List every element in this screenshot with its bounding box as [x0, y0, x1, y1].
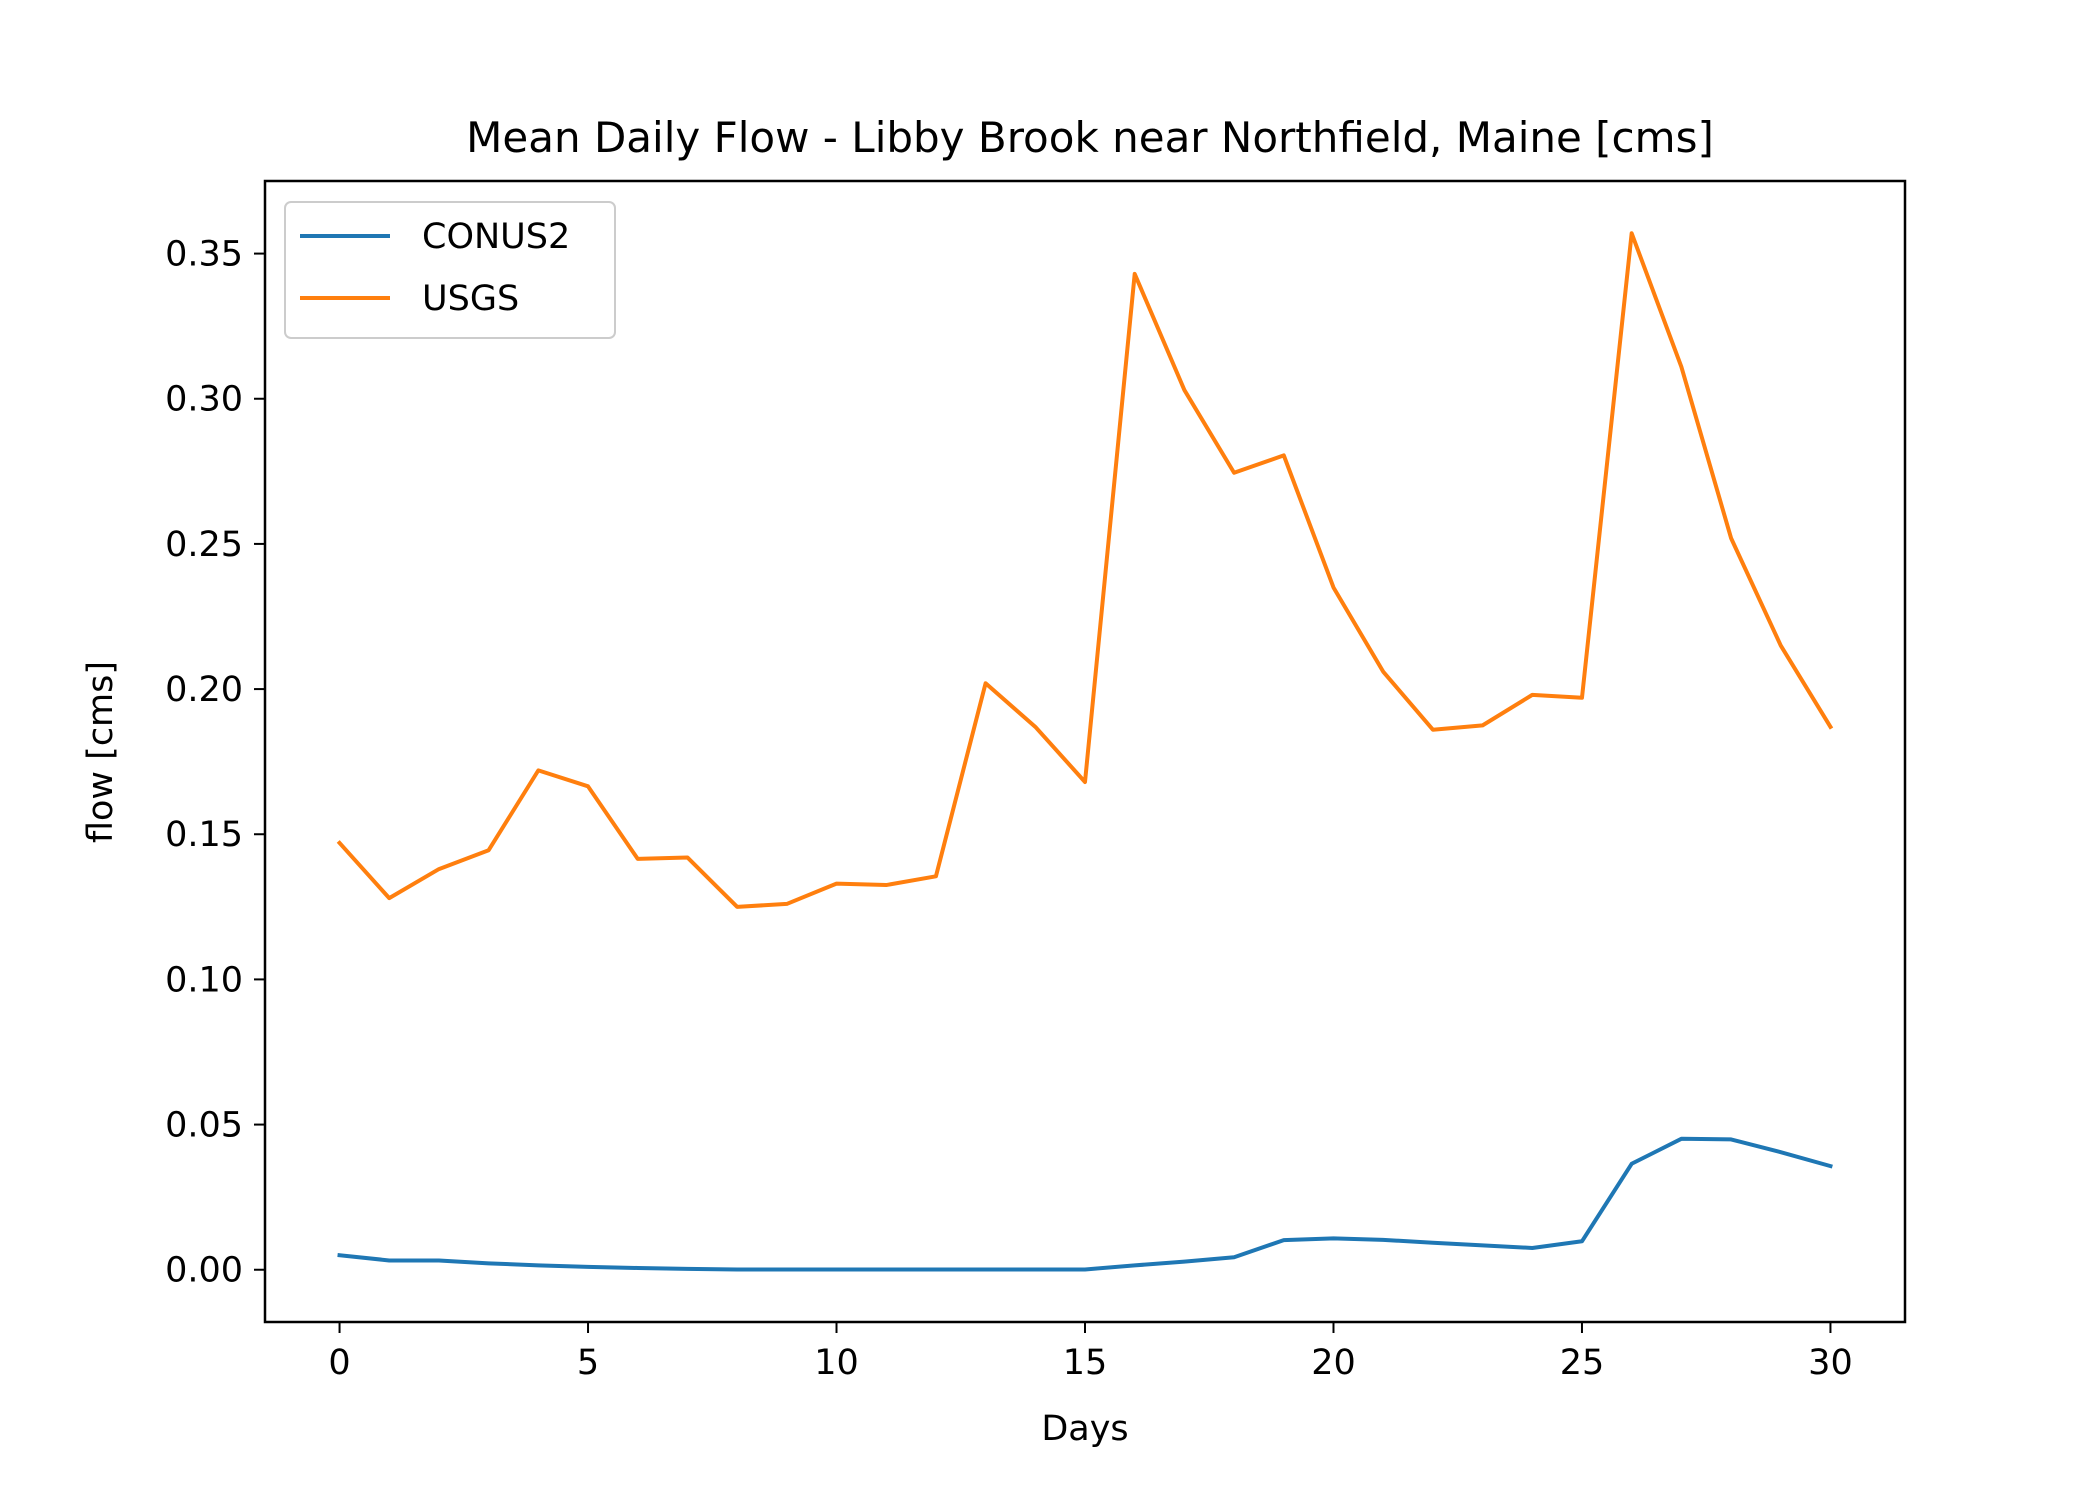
y-tick-label: 0.30: [165, 380, 243, 420]
chart-title: Mean Daily Flow - Libby Brook near North…: [466, 113, 1714, 162]
y-axis-label: flow [cms]: [81, 661, 121, 843]
x-tick-label: 10: [814, 1343, 859, 1383]
y-tick-label: 0.35: [165, 235, 243, 275]
x-axis-label: Days: [1041, 1409, 1128, 1449]
series-line-conus2: [337, 1136, 1833, 1272]
series-line-usgs: [336, 231, 1834, 909]
legend: CONUS2 USGS: [284, 201, 616, 339]
x-tick-label: 15: [1063, 1343, 1108, 1383]
legend-label-usgs: USGS: [422, 279, 519, 319]
y-axis-ticks: 0.00 0.05 0.10 0.15 0.20 0.25 0.30 0.35: [165, 235, 265, 1291]
legend-label-conus2: CONUS2: [422, 217, 570, 257]
y-tick-label: 0.10: [165, 960, 243, 1000]
x-tick-label: 25: [1560, 1343, 1605, 1383]
x-tick-label: 5: [577, 1343, 599, 1383]
x-tick-label: 0: [328, 1343, 350, 1383]
plot-area: [336, 231, 1834, 1272]
y-tick-label: 0.25: [165, 525, 243, 565]
y-tick-label: 0.20: [165, 670, 243, 710]
x-axis-ticks: 0 5 10 15 20 25 30: [328, 1322, 1853, 1383]
y-tick-label: 0.15: [165, 815, 243, 855]
y-tick-label: 0.05: [165, 1106, 243, 1146]
x-tick-label: 20: [1311, 1343, 1356, 1383]
x-tick-label: 30: [1808, 1343, 1853, 1383]
y-tick-label: 0.00: [165, 1251, 243, 1291]
